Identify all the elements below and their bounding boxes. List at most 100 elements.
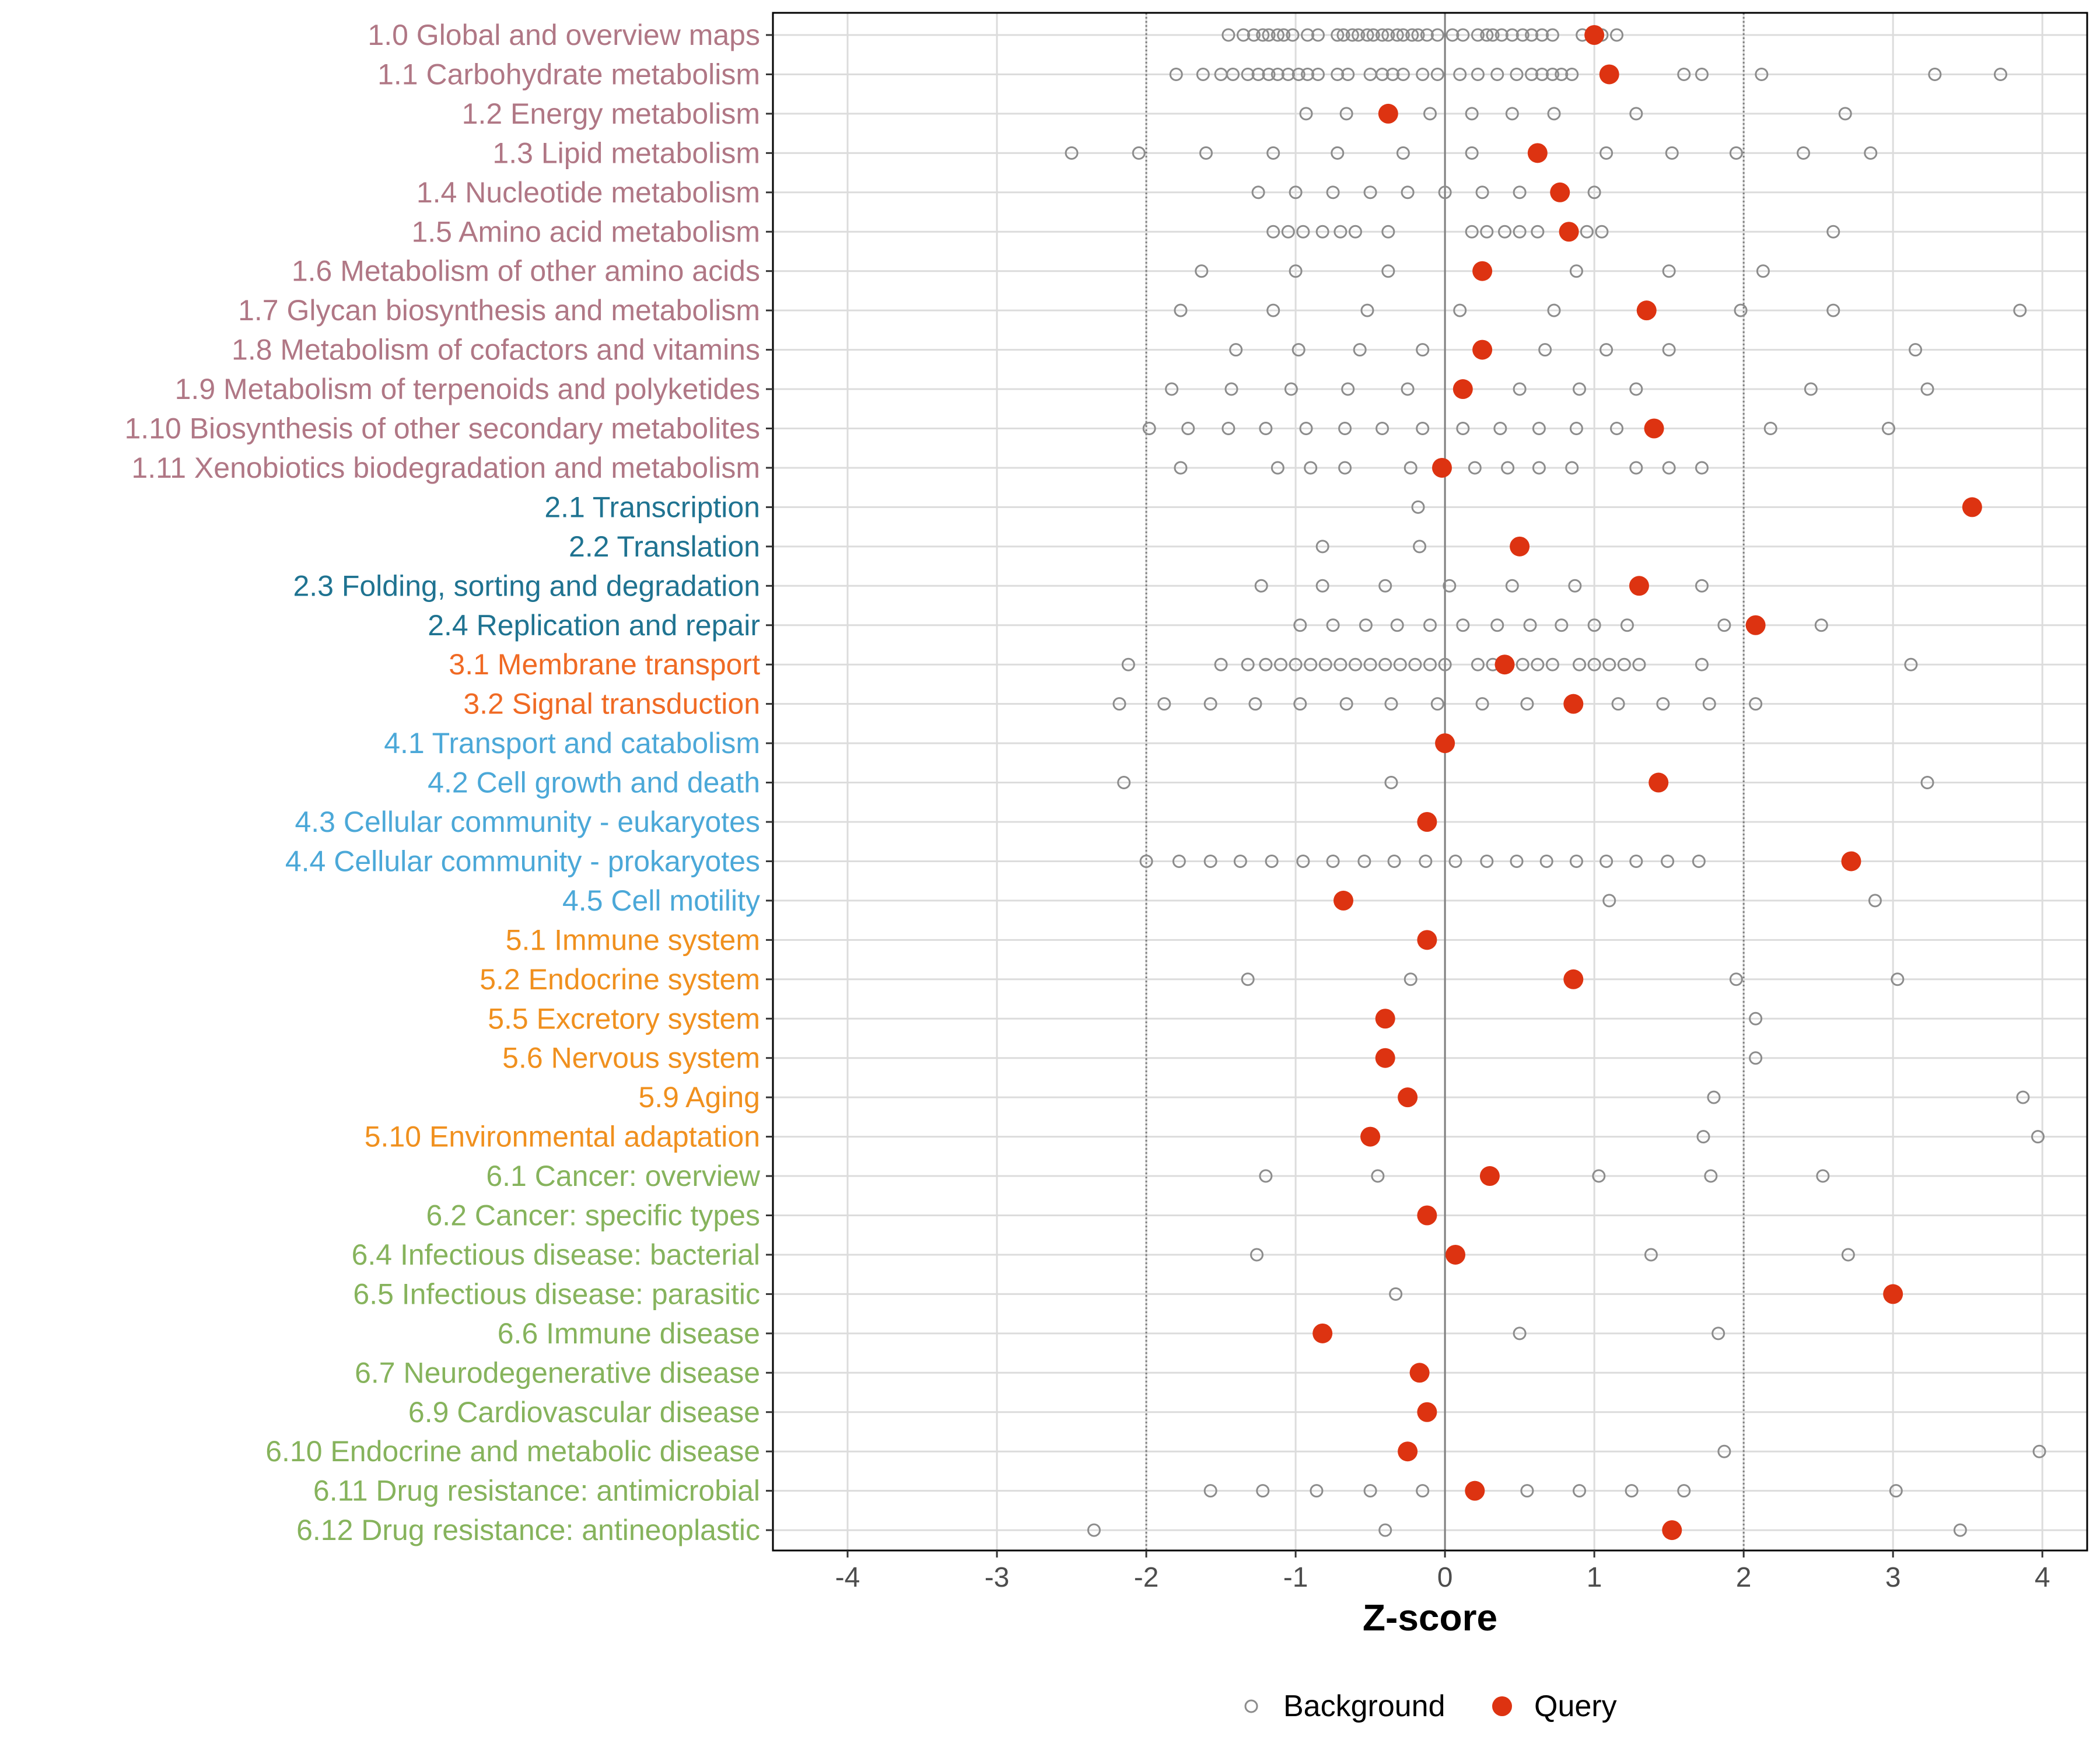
grid-lines: [773, 13, 2087, 1550]
background-point: [1376, 28, 1390, 42]
background-point: [1864, 146, 1878, 160]
background-point: [1953, 1523, 1967, 1537]
background-point: [1587, 657, 1601, 671]
background-point: [1471, 67, 1485, 81]
background-point: [1555, 618, 1569, 632]
category-label: 6.11 Drug resistance: antimicrobial: [313, 1475, 760, 1507]
query-point: [1472, 261, 1493, 281]
background-point: [1311, 28, 1325, 42]
background-point: [1360, 28, 1374, 42]
background-point: [1538, 343, 1552, 357]
category-label: 1.1 Carbohydrate metabolism: [377, 58, 760, 90]
background-point: [1493, 422, 1507, 435]
background-point: [1281, 67, 1295, 81]
background-point: [1226, 67, 1240, 81]
background-point: [1273, 657, 1287, 671]
background-point: [1251, 186, 1265, 200]
background-point: [1384, 697, 1398, 711]
background-point: [1408, 657, 1422, 671]
query-point: [1599, 64, 1619, 85]
category-label: 6.10 Endocrine and metabolic disease: [265, 1435, 760, 1468]
background-point: [1841, 1248, 1855, 1262]
background-point: [1535, 28, 1549, 42]
background-point: [1904, 657, 1918, 671]
background-point: [1423, 657, 1437, 671]
background-point: [1465, 225, 1479, 239]
background-point: [1376, 67, 1390, 81]
background-point: [1292, 343, 1306, 357]
background-point: [1195, 264, 1209, 278]
background-point: [1573, 657, 1587, 671]
query-point: [1841, 851, 1861, 872]
category-label: 5.2 Endocrine system: [480, 963, 760, 996]
background-point: [1453, 303, 1467, 317]
background-point: [1826, 225, 1840, 239]
query-point: [1745, 615, 1766, 635]
background-point: [1419, 854, 1433, 868]
background-point: [1338, 422, 1352, 435]
background-point: [1310, 1484, 1324, 1498]
background-point: [1341, 67, 1355, 81]
query-point: [1417, 1402, 1437, 1422]
query-point: [1417, 1205, 1437, 1226]
background-point: [1475, 186, 1489, 200]
query-point: [1432, 457, 1452, 478]
category-label: 2.3 Folding, sorting and degradation: [293, 569, 760, 602]
background-point: [1304, 657, 1318, 671]
background-point: [1438, 186, 1452, 200]
background-point: [1889, 1484, 1903, 1498]
category-label: 3.1 Membrane transport: [449, 648, 760, 681]
background-point: [1256, 1484, 1270, 1498]
background-point: [1352, 28, 1366, 42]
background-point: [1390, 28, 1404, 42]
background-point: [1401, 382, 1415, 396]
background-point: [1254, 579, 1268, 593]
category-label: 1.10 Biosynthesis of other secondary met…: [124, 412, 760, 445]
background-point: [1644, 1248, 1658, 1262]
query-point: [1472, 340, 1493, 360]
x-tick-label: -4: [835, 1562, 860, 1593]
background-point: [1471, 28, 1485, 42]
background-point: [1259, 657, 1273, 671]
x-tick-label: -1: [1283, 1562, 1308, 1593]
query-point: [1446, 1244, 1466, 1265]
background-point: [1339, 107, 1353, 121]
background-point: [1547, 107, 1561, 121]
background-point: [1617, 657, 1631, 671]
background-point: [1416, 67, 1430, 81]
background-point: [1868, 894, 1882, 908]
background-point: [1430, 28, 1444, 42]
background-point: [1371, 1169, 1385, 1183]
background-point: [1523, 618, 1537, 632]
background-point: [1065, 146, 1079, 160]
category-label: 5.10 Environmental adaptation: [365, 1121, 760, 1153]
background-point: [1214, 657, 1228, 671]
background-point: [1387, 854, 1401, 868]
background-point: [1266, 146, 1280, 160]
background-point: [1662, 264, 1676, 278]
background-point: [1525, 28, 1539, 42]
background-point: [1284, 382, 1298, 396]
background-point: [1404, 972, 1418, 986]
background-point: [1465, 146, 1479, 160]
x-axis: -4 -3 -2 -1 0 1 2 3 4: [835, 1550, 2050, 1593]
category-label: 1.8 Metabolism of cofactors and vitamins: [232, 334, 760, 366]
background-point: [1430, 697, 1444, 711]
category-label: 4.1 Transport and catabolism: [384, 727, 760, 760]
background-point: [1142, 422, 1156, 435]
background-point: [1920, 382, 1934, 396]
background-point: [1531, 225, 1545, 239]
category-label: 2.1 Transcription: [544, 491, 760, 523]
background-point: [1516, 28, 1530, 42]
background-point: [1595, 225, 1609, 239]
background-point: [1494, 28, 1508, 42]
background-point: [1326, 854, 1340, 868]
x-axis-title: Z-score: [1363, 1597, 1497, 1639]
background-point: [1881, 422, 1895, 435]
background-point: [1438, 657, 1452, 671]
background-point: [1396, 67, 1410, 81]
background-point: [1203, 697, 1217, 711]
y-axis: 1.0 Global and overview maps 1.1 Carbohyd…: [124, 19, 773, 1546]
category-label: 1.2 Energy metabolism: [462, 97, 760, 130]
